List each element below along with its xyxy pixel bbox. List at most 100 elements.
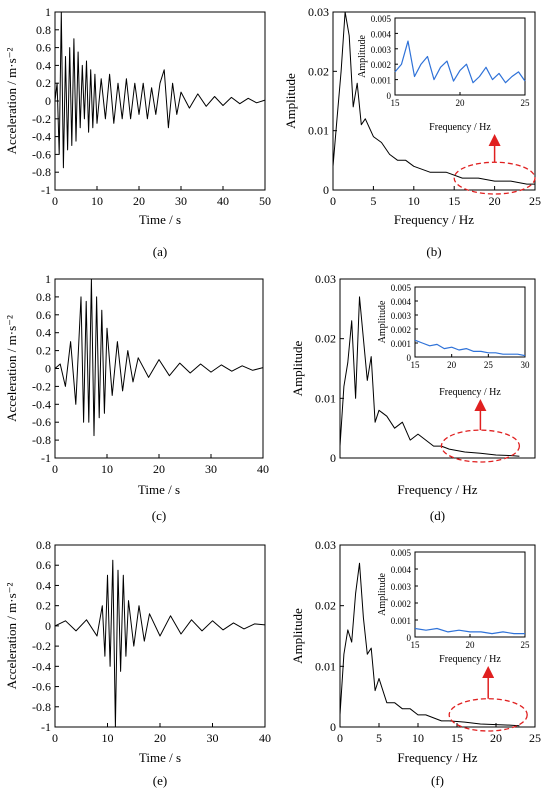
y-tick-label: 0.004	[391, 565, 412, 575]
y-tick-label: 0.01	[315, 391, 336, 405]
y-tick-label: 0.6	[36, 558, 51, 572]
x-axis-label: Time / s	[139, 750, 181, 765]
y-tick-label: 0.004	[371, 29, 392, 39]
y-tick-label: 0	[330, 451, 336, 465]
x-tick-label: 0	[330, 194, 336, 208]
x-tick-label: 25	[521, 640, 531, 650]
inset-series-line	[414, 627, 525, 635]
chart-f: 0 0.01 0.02 0.03 0 5 10 15 20 25 Frequency / Hz Amp…	[290, 538, 541, 788]
y-tick-label: -0.8	[32, 165, 51, 179]
x-tick-label: 0	[52, 462, 58, 476]
x-tick-label: 50	[259, 194, 271, 208]
panel-label: (a)	[153, 244, 167, 259]
x-tick-label: 30	[207, 731, 219, 745]
y-tick-label: 0.03	[315, 538, 336, 552]
y-tick-label: 0	[387, 91, 392, 101]
panel-label: (f)	[431, 773, 444, 788]
x-tick-label: 10	[101, 462, 113, 476]
x-tick-label: 10	[91, 194, 103, 208]
x-tick-label: 0	[52, 731, 58, 745]
series-line	[339, 562, 520, 727]
x-axis-label: Time / s	[138, 482, 180, 497]
x-tick-label: 5	[370, 194, 376, 208]
y-tick-label: -0.2	[32, 379, 51, 393]
y-tick-label: 0.6	[36, 308, 51, 322]
x-axis-label: Frequency / Hz	[394, 212, 474, 227]
chart-a: -1-0.8-0.6-0.4-0.200.20.40.60.810 10 20 30 4…	[4, 5, 271, 259]
x-tick-label: 40	[259, 731, 271, 745]
y-tick-label: -0.6	[32, 680, 51, 694]
panel-label: (b)	[426, 244, 441, 259]
x-tick-label: 30	[175, 194, 187, 208]
y-tick-label: 0.005	[391, 283, 412, 293]
y-tick-label: 0.2	[36, 76, 51, 90]
y-tick-label: 0.003	[391, 311, 412, 321]
x-tick-label: 20	[456, 98, 466, 108]
x-tick-label: 25	[521, 98, 531, 108]
x-tick-label: 20	[490, 731, 502, 745]
x-tick-label: 0	[337, 731, 343, 745]
inset-series-line	[414, 339, 526, 357]
y-tick-label: 0.02	[315, 332, 336, 346]
x-tick-label: 25	[484, 360, 494, 370]
inset-x-axis-label: Frequency / Hz	[439, 387, 501, 398]
y-tick-label: 0	[45, 94, 51, 108]
y-tick-label: 0.4	[36, 58, 51, 72]
y-tick-label: -0.6	[32, 415, 51, 429]
x-tick-label: 0	[52, 194, 58, 208]
x-tick-label: 10	[412, 731, 424, 745]
y-tick-label: 0	[323, 183, 329, 197]
plot-frame	[339, 544, 536, 728]
x-tick-label: 15	[451, 731, 463, 745]
y-tick-label: -0.4	[32, 397, 51, 411]
x-tick-label: 20	[489, 194, 501, 208]
x-tick-label: 10	[102, 731, 114, 745]
y-tick-label: -0.6	[32, 147, 51, 161]
y-axis-label: Amplitude	[290, 340, 305, 396]
y-tick-label: 0	[330, 720, 336, 734]
inset-frame	[414, 286, 526, 358]
y-tick-label: 0.6	[36, 41, 51, 55]
y-axis-label: Amplitude	[290, 608, 305, 664]
y-tick-label: -1	[41, 183, 51, 197]
x-tick-label: 15	[411, 640, 421, 650]
series-line	[54, 278, 264, 437]
plot-frame	[339, 278, 536, 459]
x-tick-label: 20	[447, 360, 457, 370]
series-line	[339, 296, 520, 457]
y-tick-label: 0	[45, 619, 51, 633]
inset-y-axis-label: Amplitude	[377, 573, 388, 616]
x-tick-label: 25	[529, 731, 541, 745]
x-tick-label: 20	[154, 731, 166, 745]
panel-label: (c)	[152, 508, 166, 523]
x-axis-label: Frequency / Hz	[397, 750, 477, 765]
y-tick-label: 1	[45, 272, 51, 286]
inset-y-axis-label: Amplitude	[377, 300, 388, 343]
y-tick-label: 0.8	[36, 290, 51, 304]
y-tick-label: -0.4	[32, 659, 51, 673]
panel-label: (d)	[430, 508, 445, 523]
y-tick-label: -0.8	[32, 433, 51, 447]
y-tick-label: 0	[407, 633, 412, 643]
x-tick-label: 5	[376, 731, 382, 745]
y-tick-label: -0.8	[32, 700, 51, 714]
y-tick-label: 0.01	[308, 124, 329, 138]
y-tick-label: 0.001	[391, 616, 411, 626]
x-tick-label: 40	[217, 194, 229, 208]
inset-d: 0 0.001 0.002 0.003 0.004 0.005 15 20 25 30 Freque…	[377, 283, 530, 398]
y-tick-label: 0.001	[371, 76, 391, 86]
inset-b: 0 0.001 0.002 0.003 0.004 0.005 15 20 25 Frequenc…	[357, 14, 530, 133]
x-tick-label: 30	[205, 462, 217, 476]
x-tick-label: 40	[257, 462, 269, 476]
y-tick-label: 0.001	[391, 339, 411, 349]
y-tick-label: 0.002	[391, 325, 411, 335]
y-tick-label: 0.8	[36, 538, 51, 552]
inset-frame	[394, 17, 526, 96]
x-tick-label: 15	[411, 360, 421, 370]
y-tick-label: 0	[45, 362, 51, 376]
chart-b: 0 0.01 0.02 0.03 0 5 10 15 20 25 Frequency / Hz Amp…	[283, 5, 541, 259]
y-tick-label: 0.003	[371, 45, 392, 55]
y-tick-label: 0.005	[371, 14, 392, 24]
x-axis-label: Time / s	[139, 212, 181, 227]
